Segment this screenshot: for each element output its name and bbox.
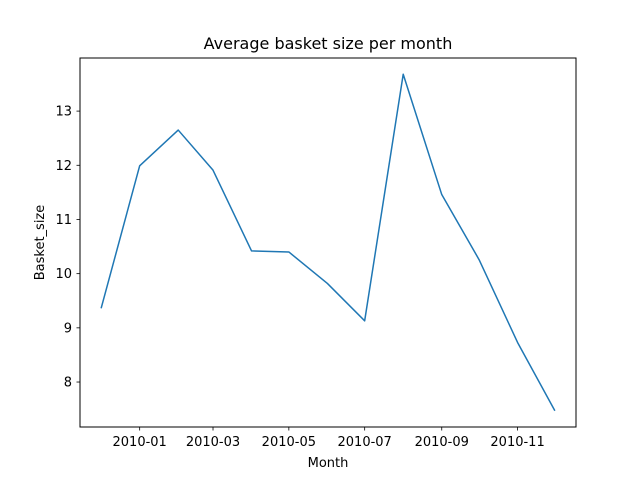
x-tick-label: 2010-01 [113,435,167,450]
x-axis: 2010-01 2010-03 2010-05 2010-07 2010-09 2010-… [113,427,545,450]
x-tick-label: 2010-11 [490,435,544,450]
y-axis: 8 9 10 11 12 13 [55,105,80,391]
plot-frame [79,57,577,428]
y-tick-label: 10 [55,267,72,282]
x-tick-label: 2010-07 [338,435,392,450]
plot-area [100,73,556,412]
y-tick-label: 11 [55,213,72,228]
y-tick-label: 8 [64,376,72,391]
x-tick-label: 2010-05 [262,435,316,450]
x-axis-label: Month [308,456,349,471]
x-tick-label: 2010-03 [186,435,240,450]
y-tick-label: 9 [64,321,72,336]
y-tick-label: 13 [55,105,72,120]
chart-title: Average basket size per month [204,34,453,53]
series-line-0 [100,73,556,412]
y-tick-label: 12 [55,159,72,174]
y-axis-label: Basket_size [33,205,48,281]
x-tick-label: 2010-09 [415,435,469,450]
